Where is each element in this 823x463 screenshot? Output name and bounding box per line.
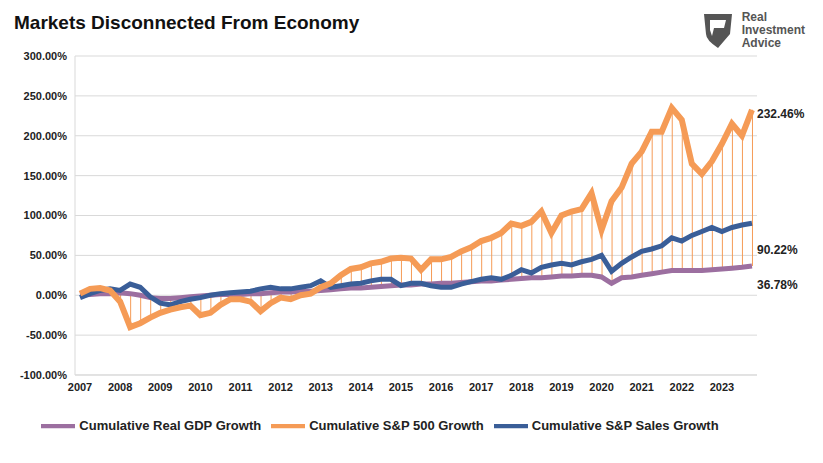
html-text:Real: Real: [741, 9, 767, 24]
svg-text:200.00%: 200.00%: [24, 130, 68, 142]
svg-text:50.00%: 50.00%: [30, 249, 68, 261]
svg-text:-50.00%: -50.00%: [26, 329, 67, 341]
svg-text:250.00%: 250.00%: [24, 90, 68, 102]
html-text:Markets Disconnected From Econ: Markets Disconnected From Economy: [14, 12, 360, 33]
html-text:Cumulative S&P 500 Growth: Cumulative S&P 500 Growth: [309, 418, 484, 434]
svg-text:2014: 2014: [349, 381, 374, 393]
svg-text:-100.00%: -100.00%: [20, 369, 67, 381]
svg-text:90.22%: 90.22%: [757, 243, 798, 257]
svg-text:2022: 2022: [670, 381, 694, 393]
svg-text:2007: 2007: [68, 381, 92, 393]
svg-text:2021: 2021: [629, 381, 653, 393]
svg-text:150.00%: 150.00%: [24, 170, 68, 182]
svg-text:2015: 2015: [389, 381, 413, 393]
svg-text:300.00%: 300.00%: [24, 50, 68, 62]
svg-text:2023: 2023: [710, 381, 734, 393]
svg-text:2013: 2013: [308, 381, 332, 393]
svg-text:2009: 2009: [148, 381, 172, 393]
html-text:Investment: Investment: [741, 22, 805, 37]
svg-text:2010: 2010: [188, 381, 212, 393]
svg-text:0.00%: 0.00%: [36, 289, 67, 301]
svg-text:232.46%: 232.46%: [757, 107, 805, 121]
svg-text:2011: 2011: [229, 381, 253, 393]
svg-text:100.00%: 100.00%: [24, 209, 68, 221]
svg-text:2020: 2020: [589, 381, 613, 393]
html-text:Cumulative S&P Sales Growth: Cumulative S&P Sales Growth: [531, 418, 719, 434]
svg-text:36.78%: 36.78%: [757, 278, 798, 292]
html-text:Cumulative Real GDP Growth: Cumulative Real GDP Growth: [79, 418, 262, 434]
svg-text:2017: 2017: [469, 381, 493, 393]
svg-text:2008: 2008: [108, 381, 132, 393]
html-text:Advice: Advice: [741, 35, 781, 50]
svg-text:2018: 2018: [509, 381, 533, 393]
svg-text:2016: 2016: [429, 381, 453, 393]
svg-text:2012: 2012: [268, 381, 292, 393]
svg-text:2019: 2019: [549, 381, 573, 393]
